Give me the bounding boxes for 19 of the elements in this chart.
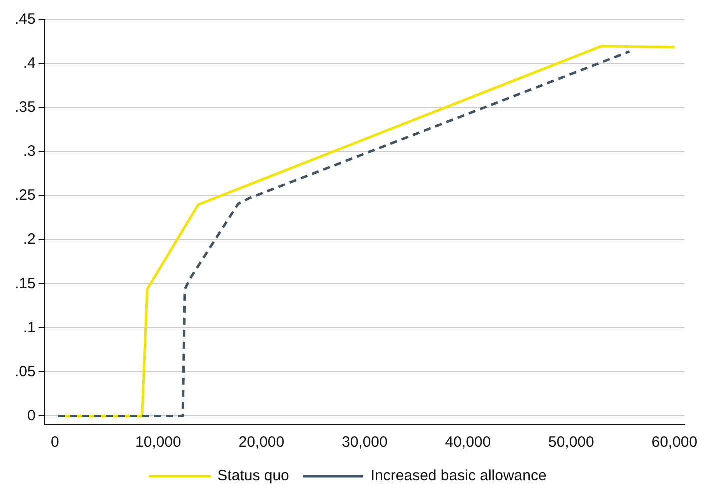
y-tick-label: .4: [23, 55, 36, 72]
legend-label: Increased basic allowance: [370, 468, 547, 485]
y-tick-label: .1: [23, 319, 36, 336]
x-tick-label: 20,000: [238, 434, 285, 452]
x-tick-label: 10,000: [135, 434, 182, 452]
x-tick-label: 30,000: [342, 434, 388, 452]
y-tick-label: .45: [14, 11, 36, 28]
y-tick-label: .25: [14, 187, 36, 204]
x-tick-label: 60,000: [652, 434, 698, 452]
y-tick-label: .3: [23, 143, 36, 160]
x-tick-label: 40,000: [445, 434, 492, 452]
y-tick-label: 0: [28, 407, 36, 424]
y-tick-label: .15: [14, 275, 36, 292]
x-tick-label: 50,000: [548, 434, 594, 452]
x-tick-label: 0: [51, 434, 60, 452]
y-tick-label: .2: [23, 231, 36, 248]
y-tick-label: .05: [14, 363, 36, 380]
y-tick-label: .35: [14, 99, 36, 116]
legend-label: Status quo: [218, 468, 290, 485]
